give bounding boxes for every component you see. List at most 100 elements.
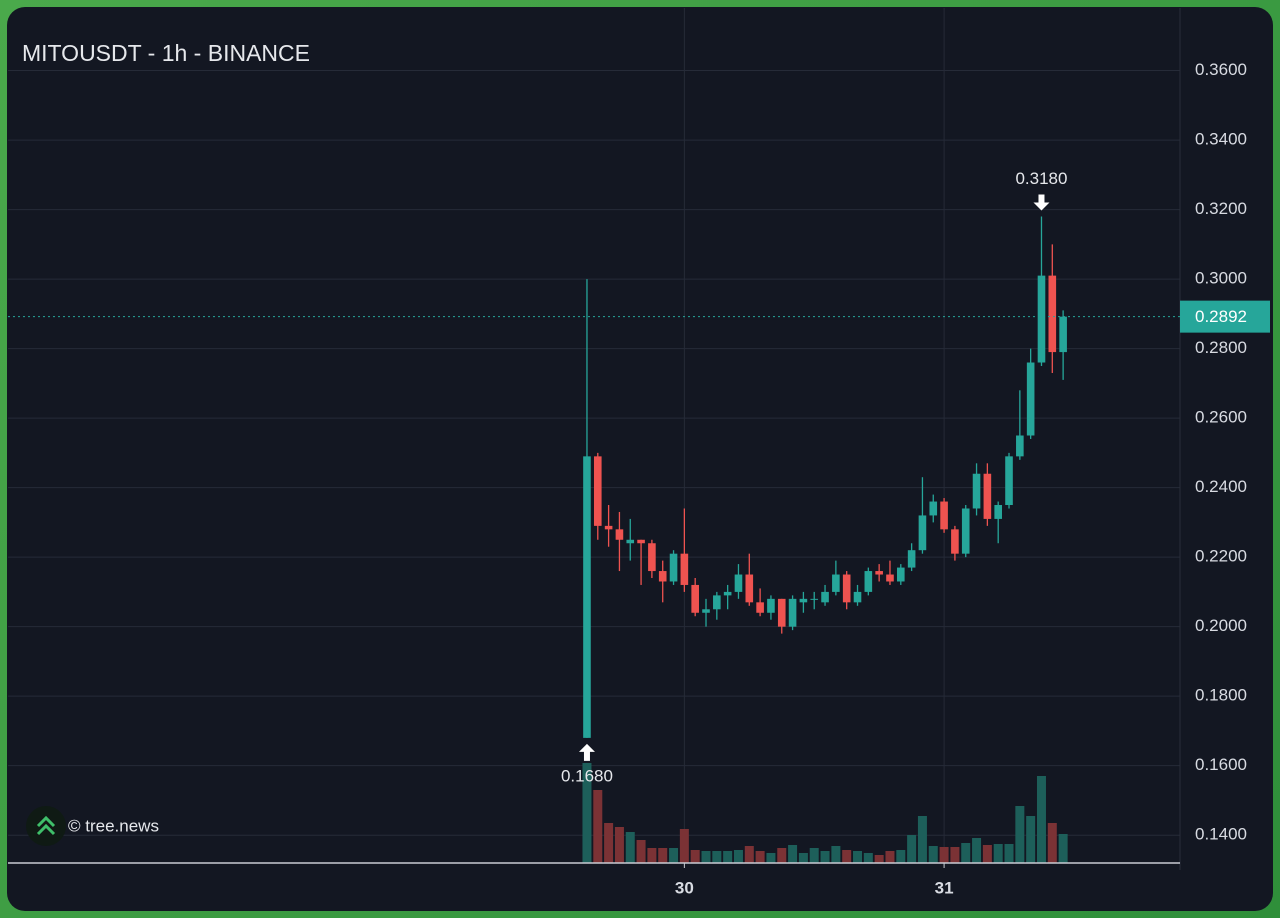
volume-bar	[982, 845, 992, 863]
volume-bar	[896, 850, 906, 863]
chart-title: MITOUSDT - 1h - BINANCE	[22, 40, 310, 66]
y-tick-label: 0.3600	[1195, 60, 1247, 79]
candle-body	[832, 574, 840, 592]
volume-bar	[679, 829, 689, 863]
watermark-logo-mark	[36, 815, 56, 836]
y-tick-label: 0.2800	[1195, 338, 1247, 357]
candle-body	[593, 456, 602, 526]
volume-bar	[863, 853, 873, 863]
candle-body	[907, 550, 916, 568]
high-arrow	[1033, 194, 1050, 211]
candle-body	[637, 539, 645, 544]
candle-body	[799, 598, 808, 603]
y-tick-label: 0.3400	[1195, 130, 1247, 149]
candle-body	[1016, 435, 1024, 457]
volume-bar	[788, 845, 798, 863]
volume-bar	[831, 846, 841, 863]
candle-body	[896, 567, 905, 582]
candle-body	[864, 571, 873, 592]
volume-bar	[604, 823, 614, 863]
watermark: © tree.news	[26, 806, 159, 846]
x-tick-label: 30	[675, 878, 694, 897]
volume-bar	[993, 844, 1003, 863]
low-arrow	[578, 743, 595, 761]
volume-bar	[625, 832, 635, 863]
candle-body	[767, 598, 775, 613]
candle-body	[853, 591, 862, 603]
volume-bar	[766, 853, 776, 863]
annotations: 0.2892 0.3180 0.1680	[8, 169, 1270, 785]
volume-bar	[658, 848, 668, 863]
volume-bar	[961, 843, 971, 863]
candle-body	[918, 515, 927, 551]
candle-body	[723, 591, 732, 596]
volume-bar	[972, 838, 982, 863]
candle-body	[615, 529, 624, 540]
volume-bar	[1058, 834, 1068, 863]
volume-bar	[928, 846, 938, 863]
candle-body	[929, 501, 938, 516]
last-price-box	[1180, 300, 1270, 333]
low-label: 0.1680	[561, 766, 613, 785]
candle-body	[810, 598, 819, 600]
volume-bar	[885, 851, 895, 863]
watermark-text: © tree.news	[68, 816, 159, 835]
candle-body	[1026, 362, 1035, 436]
candle-body	[680, 553, 689, 585]
volume-bars	[582, 763, 1068, 863]
volume-bar	[744, 846, 754, 863]
volume-bar	[853, 851, 863, 863]
candle-body	[734, 574, 743, 592]
volume-bar	[690, 850, 700, 863]
candle-body	[648, 543, 656, 572]
volume-bar	[593, 790, 603, 863]
y-tick-label: 0.2000	[1195, 616, 1247, 635]
candle-body	[745, 574, 754, 603]
volume-bar	[842, 850, 852, 863]
candle-body	[994, 505, 1002, 519]
volume-bar	[701, 851, 711, 863]
volume-bar	[820, 851, 830, 863]
candle-body	[626, 539, 635, 544]
candle-body	[756, 602, 764, 613]
candle-body	[691, 584, 699, 613]
volume-bar	[712, 851, 722, 863]
y-tick-label: 0.1400	[1195, 825, 1247, 844]
y-tick-label: 0.3000	[1195, 269, 1247, 288]
candle-body	[1048, 275, 1057, 353]
candles	[583, 216, 1067, 738]
high-label: 0.3180	[1015, 169, 1067, 188]
y-tick-label: 0.2200	[1195, 547, 1247, 566]
chart-background	[7, 7, 1273, 911]
y-tick-label: 0.3200	[1195, 199, 1247, 218]
volume-bar	[582, 763, 592, 863]
y-tick-label: 0.1600	[1195, 755, 1247, 774]
volume-bar	[1004, 844, 1014, 863]
y-tick-label: 0.2600	[1195, 408, 1247, 427]
volume-bar	[939, 847, 949, 863]
x-tick-label: 31	[935, 878, 954, 897]
volume-bar	[1015, 806, 1025, 863]
candle-body	[669, 553, 678, 582]
candle-body	[886, 574, 894, 582]
candle-body	[875, 571, 883, 575]
volume-bar	[950, 847, 960, 863]
volume-bar	[874, 855, 884, 863]
candle-body	[961, 508, 970, 554]
volume-bar	[614, 827, 624, 863]
last-price-label: 0.2892	[1195, 307, 1247, 326]
volume-bar	[723, 851, 733, 863]
volume-bar	[907, 835, 917, 863]
y-tick-label: 0.1800	[1195, 686, 1247, 705]
y-tick-label: 0.2400	[1195, 477, 1247, 496]
volume-bar	[917, 816, 927, 863]
candle-body	[1037, 275, 1046, 363]
candle-body	[702, 609, 710, 613]
candle-body	[777, 598, 786, 627]
candle-body	[658, 571, 667, 582]
candle-body	[583, 456, 591, 738]
candle-body	[1059, 316, 1067, 353]
candle-body	[951, 529, 959, 554]
